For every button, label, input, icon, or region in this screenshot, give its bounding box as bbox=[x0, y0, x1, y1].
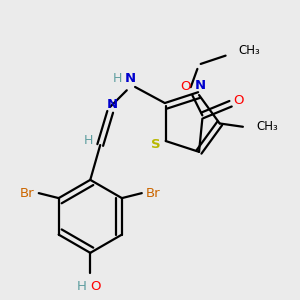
Text: CH₃: CH₃ bbox=[239, 44, 261, 57]
Text: N: N bbox=[195, 79, 206, 92]
Text: O: O bbox=[90, 280, 101, 292]
Text: H: H bbox=[77, 280, 87, 292]
Text: O: O bbox=[181, 80, 191, 93]
Text: H: H bbox=[84, 134, 93, 146]
Text: Br: Br bbox=[20, 187, 34, 200]
Text: CH₃: CH₃ bbox=[256, 120, 278, 133]
Text: O: O bbox=[234, 94, 244, 107]
Text: H: H bbox=[113, 72, 122, 85]
Text: N: N bbox=[106, 98, 117, 111]
Text: Br: Br bbox=[146, 187, 161, 200]
Text: S: S bbox=[151, 138, 160, 151]
Text: N: N bbox=[124, 72, 136, 85]
